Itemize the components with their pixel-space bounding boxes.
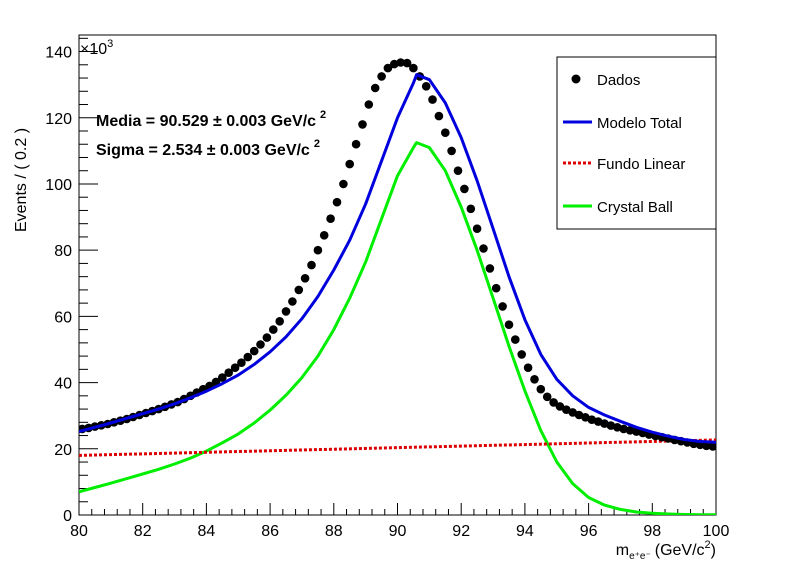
data-point xyxy=(281,307,291,316)
sigma-annotation: Sigma = 2.534 ± 0.003 GeV/c 2 xyxy=(96,138,320,159)
data-point xyxy=(402,58,412,68)
data-point xyxy=(702,441,711,451)
data-point xyxy=(504,320,514,330)
data-point xyxy=(307,260,316,270)
data-point xyxy=(351,139,361,149)
data-point xyxy=(288,297,297,306)
data-point xyxy=(364,100,374,109)
data-point xyxy=(326,214,335,223)
data-point xyxy=(345,159,355,169)
series-modelo-total-line xyxy=(79,73,716,444)
legend-crystal-label: Crystal Ball xyxy=(597,199,673,216)
legend-dados-marker xyxy=(571,74,581,84)
legend: Dados Modelo Total Fundo Linear Crystal … xyxy=(556,56,717,230)
data-point xyxy=(294,285,304,295)
data-point xyxy=(530,375,539,384)
y-tick-label: 80 xyxy=(54,243,72,260)
x-tick-label: 96 xyxy=(580,523,598,540)
series-crystal-ball-line xyxy=(79,141,716,515)
y-axis-label: Events / ( 0.2 ) xyxy=(13,128,30,232)
data-point xyxy=(441,128,450,137)
y-tick-label: 100 xyxy=(45,177,72,194)
data-point xyxy=(428,95,437,104)
x-axis-label: me⁺e⁻ (GeV/c2) xyxy=(616,539,716,562)
x-axis: 80 82 84 86 88 90 92 94 96 98 100 xyxy=(70,503,729,540)
x-tick-label: 98 xyxy=(643,523,661,540)
data-point xyxy=(625,426,635,435)
data-point xyxy=(472,224,482,233)
data-point xyxy=(377,72,386,81)
data-point xyxy=(269,325,278,334)
x-axis-label-exponent: 2 xyxy=(705,539,711,551)
data-point xyxy=(434,111,444,121)
data-point xyxy=(243,352,253,362)
data-point xyxy=(460,184,469,194)
data-point xyxy=(542,392,552,402)
x-tick-label: 90 xyxy=(389,523,407,540)
data-point xyxy=(224,368,233,378)
y-tick-label: 20 xyxy=(54,442,72,459)
y-axis: 0 20 40 60 80 100 120 140 xyxy=(45,37,98,525)
data-point xyxy=(237,358,246,368)
legend-modelo-label: Modelo Total xyxy=(597,115,682,132)
y-multiplier: ×103 xyxy=(80,38,113,58)
legend-fundo-label: Fundo Linear xyxy=(597,156,685,173)
data-point xyxy=(555,402,565,411)
data-point xyxy=(249,346,259,356)
data-point xyxy=(511,335,520,344)
data-point xyxy=(517,350,526,359)
data-point xyxy=(421,82,431,91)
data-point xyxy=(708,442,716,451)
series-layer xyxy=(79,58,716,515)
data-point xyxy=(319,231,329,240)
x-tick-label: 88 xyxy=(325,523,343,540)
data-point xyxy=(370,83,380,93)
data-point xyxy=(339,179,348,189)
data-point xyxy=(313,245,323,255)
data-point xyxy=(447,146,456,156)
data-point xyxy=(523,363,533,373)
x-tick-label: 80 xyxy=(70,523,88,540)
x-tick-label: 82 xyxy=(134,523,152,540)
data-point xyxy=(358,120,367,129)
data-point xyxy=(479,244,488,253)
x-tick-label: 100 xyxy=(703,523,730,540)
y-tick-label: 60 xyxy=(54,309,72,326)
data-point xyxy=(262,333,272,342)
x-tick-label: 94 xyxy=(516,523,534,540)
y-tick-label: 140 xyxy=(45,45,72,62)
data-point xyxy=(230,363,240,373)
legend-box xyxy=(556,56,717,230)
x-tick-label: 84 xyxy=(198,523,216,540)
x-axis-label-subscript: e⁺e⁻ xyxy=(629,551,651,562)
data-point xyxy=(396,58,406,67)
data-point xyxy=(485,264,495,273)
data-point xyxy=(536,384,546,394)
media-annotation: Media = 90.529 ± 0.003 GeV/c 2 xyxy=(96,109,326,130)
data-point xyxy=(619,424,628,434)
data-point xyxy=(498,302,507,311)
data-point xyxy=(300,274,310,283)
y-tick-label: 0 xyxy=(63,508,72,525)
y-tick-label: 40 xyxy=(54,376,72,393)
data-point xyxy=(409,63,418,73)
data-point xyxy=(256,340,265,349)
x-tick-label: 86 xyxy=(261,523,279,540)
data-point xyxy=(383,63,393,73)
y-tick-label: 120 xyxy=(45,111,72,128)
data-point xyxy=(218,373,227,382)
data-point xyxy=(491,283,501,293)
legend-dados-label: Dados xyxy=(597,72,640,89)
data-point xyxy=(466,204,476,214)
data-point xyxy=(332,197,342,207)
fit-annotations: Media = 90.529 ± 0.003 GeV/c 2 Sigma = 2.… xyxy=(96,109,326,159)
data-point xyxy=(275,317,285,326)
series-fundo-linear-line xyxy=(79,438,716,457)
data-point xyxy=(453,166,463,175)
data-point xyxy=(549,398,558,407)
x-tick-label: 92 xyxy=(452,523,470,540)
y-multiplier-exponent: 3 xyxy=(107,38,113,50)
